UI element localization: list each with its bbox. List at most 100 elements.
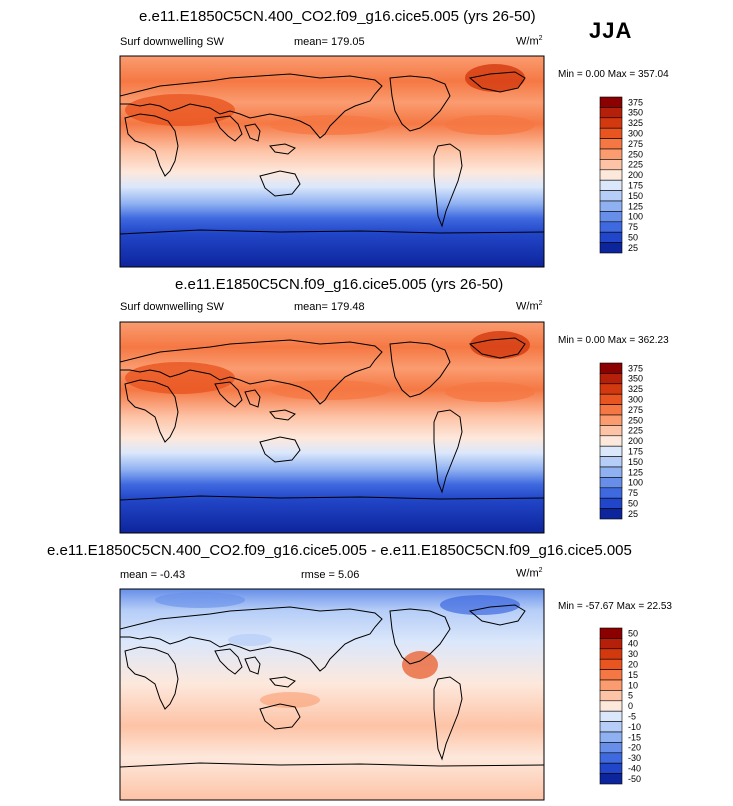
colorbar-2-box [599,383,623,395]
colorbar-2-label: 175 [628,447,643,457]
colorbar-3-box [599,638,623,650]
colorbar-3-label: 5 [628,691,633,701]
colorbar-3-box [599,658,623,670]
colorbar-1-box [599,107,623,119]
colorbar-3-box [599,762,623,774]
colorbar-2-box [599,487,623,499]
colorbar-2-label: 75 [628,488,638,498]
colorbar-3-label: -50 [628,774,641,784]
colorbar-1-box [599,221,623,233]
colorbar-2-box [599,477,623,489]
map-frame-2 [119,321,545,534]
colorbar-1-box [599,138,623,150]
colorbar-2-label: 275 [628,405,643,415]
colorbar-2-box [599,435,623,447]
panel-1-minmax: Min = 0.00 Max = 357.04 [558,69,669,80]
colorbar-1-box [599,200,623,212]
colorbar-1-box [599,242,623,254]
colorbar-2-box [599,425,623,437]
colorbar-3-label: 40 [628,639,638,649]
colorbar-3-box [599,731,623,743]
map-panel-2 [120,322,544,533]
colorbar-3-box [599,742,623,754]
colorbar-2-label: 200 [628,436,643,446]
colorbar-1-label: 200 [628,170,643,180]
map-frame-1 [119,55,545,268]
panel-3-minmax: Min = -57.67 Max = 22.53 [558,601,672,612]
colorbar-1-box [599,179,623,191]
colorbar-3-box [599,773,623,785]
colorbar-2-box [599,445,623,457]
colorbar-3-label: 0 [628,701,633,711]
colorbar-1-label: 50 [628,233,638,243]
colorbar-3-box [599,710,623,722]
colorbar-1-box [599,159,623,171]
colorbar-3-label: -40 [628,764,641,774]
colorbar-2-box [599,456,623,468]
panel-2-minmax: Min = 0.00 Max = 362.23 [558,335,669,346]
colorbar-2-box [599,414,623,426]
panel-1-left-label: Surf downwelling SW [120,36,224,48]
colorbar-1-label: 150 [628,191,643,201]
colorbar-1-label: 75 [628,222,638,232]
colorbar-3-label: 15 [628,670,638,680]
map-panel-3 [120,589,544,800]
colorbar-1-label: 275 [628,139,643,149]
colorbar-3-label: 30 [628,649,638,659]
colorbar-1-label: 350 [628,108,643,118]
panel-1-mean: mean= 179.05 [294,36,365,48]
panel-1-units: W/m2 [516,35,543,48]
colorbar-3-label: -30 [628,753,641,763]
colorbar-2: 3753503253002752502252001751501251007550… [599,362,643,520]
panel-1-title: e.e11.E1850C5CN.400_CO2.f09_g16.cice5.00… [139,8,536,25]
colorbar-1-label: 125 [628,201,643,211]
colorbar-1-box [599,96,623,108]
colorbar-2-label: 375 [628,363,643,373]
colorbar-1-label: 100 [628,212,643,222]
colorbar-2-box [599,508,623,520]
colorbar-2-box [599,466,623,478]
panel-3-units: W/m2 [516,567,543,580]
colorbar-3-label: -10 [628,722,641,732]
map-frame-3 [119,588,545,801]
colorbar-2-label: 25 [628,509,638,519]
colorbar-3-label: -5 [628,712,636,722]
colorbar-1-box [599,148,623,160]
colorbar-2-box [599,373,623,385]
colorbar-2-label: 325 [628,384,643,394]
colorbar-1-box [599,190,623,202]
panel-3-mean: mean = -0.43 [120,569,186,581]
panel-3-rmse: rmse = 5.06 [301,569,360,581]
colorbar-1-box [599,169,623,181]
colorbar-3-label: -20 [628,743,641,753]
colorbar-2-box [599,393,623,405]
colorbar-1-label: 175 [628,181,643,191]
colorbar-2-label: 100 [628,478,643,488]
panel-2-left-label: Surf downwelling SW [120,301,224,313]
colorbar-1-label: 375 [628,97,643,107]
colorbar-3-label: -15 [628,732,641,742]
colorbar-1-label: 25 [628,243,638,253]
colorbar-3-box [599,648,623,660]
colorbar-2-label: 150 [628,457,643,467]
colorbar-2-label: 350 [628,374,643,384]
colorbar-2-box [599,497,623,509]
colorbar-1-box [599,231,623,243]
colorbar-3-box [599,700,623,712]
colorbar-2-box [599,404,623,416]
panel-2-units: W/m2 [516,300,543,313]
colorbar-2-label: 50 [628,499,638,509]
colorbar-2-label: 250 [628,415,643,425]
colorbar-2-label: 125 [628,467,643,477]
colorbar-2-label: 225 [628,426,643,436]
panel-2-mean: mean= 179.48 [294,301,365,313]
colorbar-3-label: 10 [628,680,638,690]
colorbar-2-box [599,362,623,374]
colorbar-1-label: 250 [628,149,643,159]
colorbar-1-box [599,117,623,129]
colorbar-1-box [599,127,623,139]
colorbar-1-label: 225 [628,160,643,170]
colorbar-3-box [599,721,623,733]
